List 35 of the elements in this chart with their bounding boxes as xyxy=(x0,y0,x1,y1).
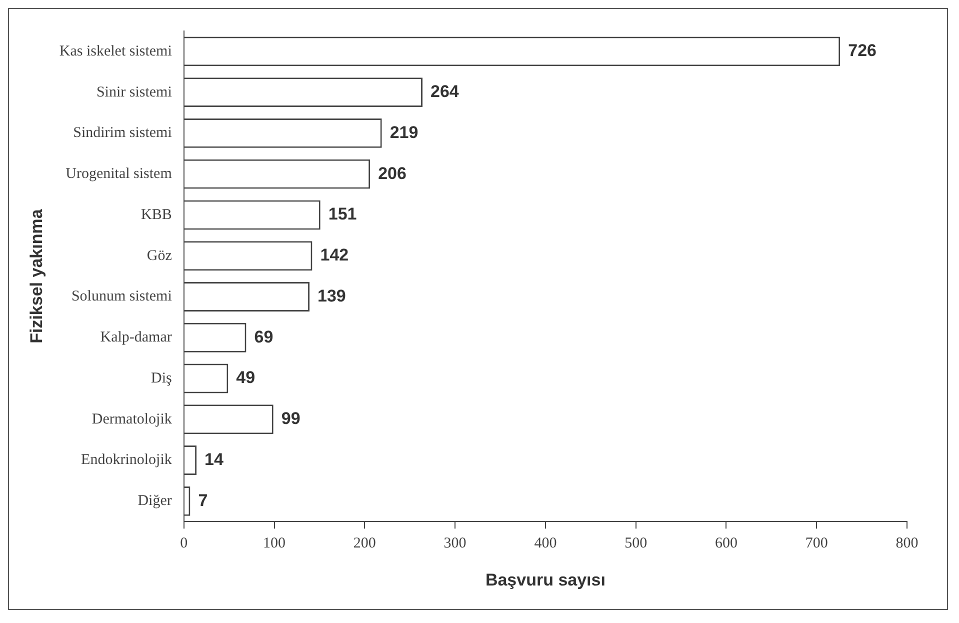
data-label: 69 xyxy=(254,327,274,346)
y-tick-label: Sindirim sistemi xyxy=(73,125,172,142)
y-tick-label: Dermatolojik xyxy=(92,411,172,428)
x-tick-label: 300 xyxy=(444,536,466,552)
x-tick-label: 0 xyxy=(180,536,188,552)
x-tick-label: 800 xyxy=(896,536,918,552)
data-label: 151 xyxy=(328,204,357,224)
x-tick-label: 500 xyxy=(624,536,648,552)
data-label: 726 xyxy=(848,41,876,60)
y-tick-label: Endokrinolojik xyxy=(81,452,172,468)
y-tick-label: Urogenital sistem xyxy=(66,166,172,182)
y-tick-label: KBB xyxy=(141,206,172,223)
y-tick-label: Kas iskelet sistemi xyxy=(59,43,172,60)
x-tick-label: 100 xyxy=(263,536,286,552)
data-label: 206 xyxy=(378,164,406,183)
x-tick-label: 400 xyxy=(534,536,557,552)
data-label: 219 xyxy=(390,122,418,142)
data-label: 142 xyxy=(320,246,349,265)
x-tick-label: 200 xyxy=(353,536,376,552)
data-label: 264 xyxy=(430,82,460,102)
y-tick-label: Kalp-damar xyxy=(100,330,172,346)
data-label: 139 xyxy=(318,286,346,306)
x-tick-label: 700 xyxy=(805,536,828,552)
y-tick-label: Göz xyxy=(146,248,172,264)
data-label: 14 xyxy=(204,450,224,469)
x-axis-title: Başvuru sayısı xyxy=(485,570,606,590)
y-tick-label: Solunum sistemi xyxy=(71,288,172,305)
y-axis-title: Fiziksel yakınma xyxy=(26,208,46,344)
data-label: 7 xyxy=(198,490,208,510)
data-label: 99 xyxy=(281,409,300,428)
data-label: 49 xyxy=(236,368,256,388)
y-tick-label: Diş xyxy=(151,370,172,386)
y-tick-label: Sinir sistemi xyxy=(96,84,172,100)
x-tick-label: 600 xyxy=(714,536,738,552)
y-tick-label: Diğer xyxy=(138,493,172,510)
